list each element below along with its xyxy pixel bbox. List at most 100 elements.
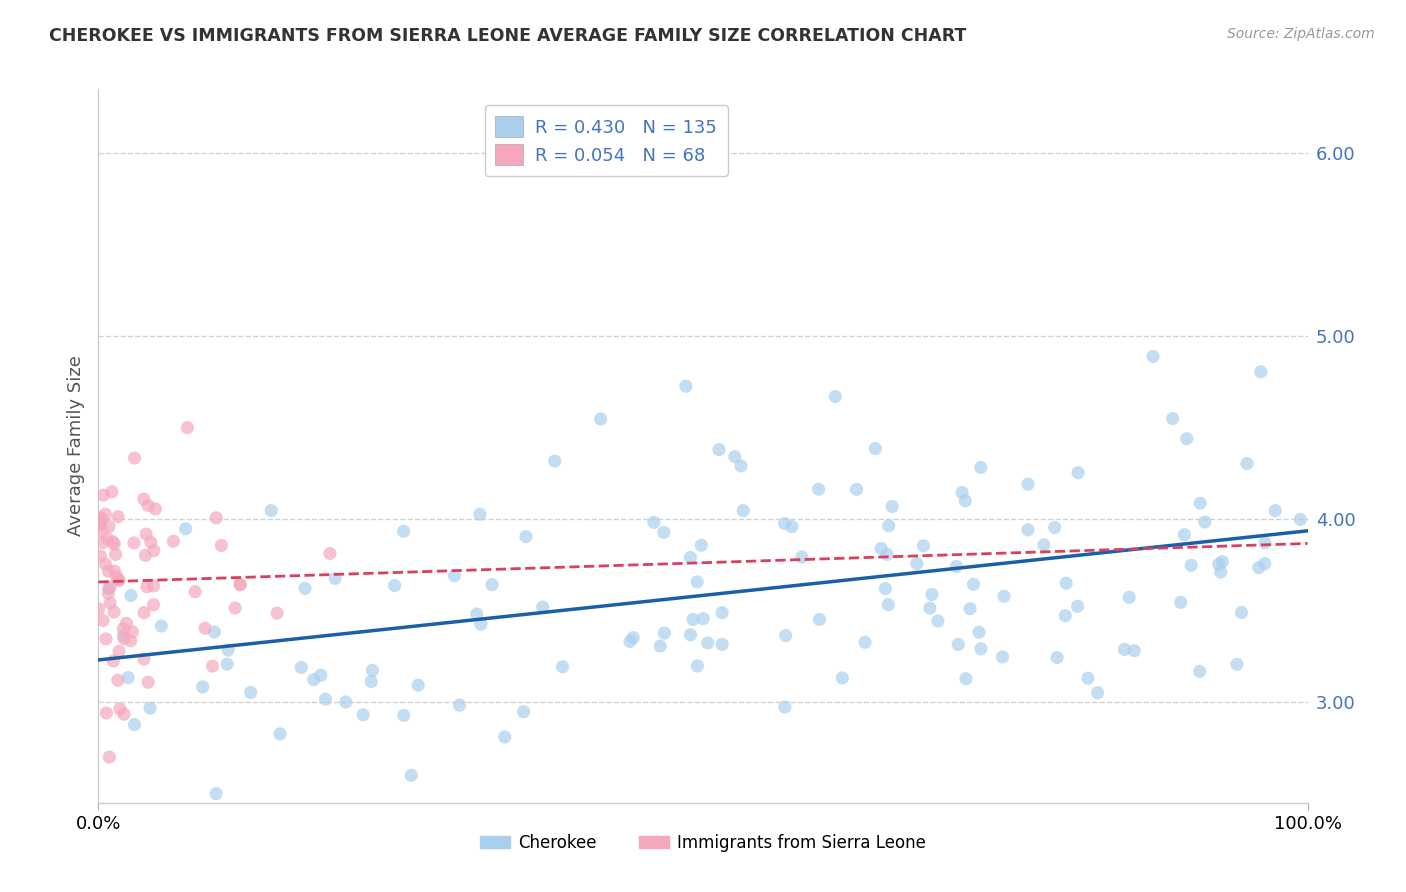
Point — [1289, 512, 1312, 526]
Point — [551, 659, 574, 673]
Point — [468, 508, 491, 522]
Point — [335, 695, 357, 709]
Point — [98, 750, 121, 764]
Point — [686, 574, 709, 589]
Point — [515, 530, 537, 544]
Point — [89, 516, 111, 531]
Point — [621, 631, 644, 645]
Point — [142, 598, 165, 612]
Point — [494, 730, 516, 744]
Point — [162, 534, 184, 549]
Point — [589, 412, 612, 426]
Point — [134, 549, 156, 563]
Point — [117, 671, 139, 685]
Point — [132, 606, 155, 620]
Point — [87, 601, 110, 615]
Point — [882, 500, 904, 514]
Point — [686, 659, 709, 673]
Point — [955, 493, 977, 508]
Point — [139, 701, 162, 715]
Point — [384, 578, 406, 592]
Point — [1161, 411, 1184, 425]
Point — [711, 637, 734, 651]
Point — [967, 625, 990, 640]
Point — [98, 580, 121, 594]
Point — [1264, 503, 1286, 517]
Point — [352, 707, 374, 722]
Point — [89, 549, 111, 563]
Point — [1067, 466, 1090, 480]
Point — [875, 582, 897, 596]
Point — [773, 516, 796, 531]
Point — [1254, 536, 1277, 550]
Point — [136, 499, 159, 513]
Point — [294, 582, 316, 596]
Point — [108, 702, 131, 716]
Point — [1054, 576, 1077, 591]
Point — [94, 507, 117, 521]
Point — [1043, 520, 1066, 534]
Point — [136, 675, 159, 690]
Point — [98, 519, 121, 533]
Point — [512, 705, 534, 719]
Point — [619, 634, 641, 648]
Point — [135, 527, 157, 541]
Point — [91, 535, 114, 549]
Point — [876, 547, 898, 561]
Point — [1114, 642, 1136, 657]
Point — [790, 549, 813, 564]
Point — [112, 632, 135, 646]
Point — [993, 590, 1015, 604]
Point — [201, 659, 224, 673]
Point — [1226, 657, 1249, 672]
Point — [1054, 608, 1077, 623]
Point — [97, 582, 120, 596]
Point — [1175, 432, 1198, 446]
Point — [124, 451, 146, 466]
Point — [105, 570, 128, 584]
Point — [877, 598, 900, 612]
Point — [217, 643, 239, 657]
Point — [135, 580, 157, 594]
Point — [107, 573, 129, 587]
Point — [392, 708, 415, 723]
Point — [101, 484, 124, 499]
Point — [97, 564, 120, 578]
Point — [470, 617, 492, 632]
Point — [120, 589, 142, 603]
Point — [1087, 686, 1109, 700]
Point — [104, 548, 127, 562]
Point — [97, 586, 120, 600]
Point — [921, 587, 943, 601]
Point — [323, 571, 346, 585]
Point — [1118, 591, 1140, 605]
Point — [142, 579, 165, 593]
Point — [361, 664, 384, 678]
Point — [96, 706, 118, 720]
Point — [1247, 560, 1270, 574]
Point — [205, 511, 228, 525]
Point — [845, 483, 868, 497]
Point — [775, 628, 797, 642]
Point — [96, 532, 118, 546]
Point — [1194, 515, 1216, 529]
Point — [733, 503, 755, 517]
Point — [112, 629, 135, 643]
Point — [692, 611, 714, 625]
Point — [1230, 606, 1253, 620]
Point — [392, 524, 415, 539]
Point — [905, 557, 928, 571]
Point — [93, 488, 115, 502]
Point — [90, 512, 112, 526]
Point — [707, 442, 730, 457]
Text: Source: ZipAtlas.com: Source: ZipAtlas.com — [1227, 27, 1375, 41]
Point — [927, 614, 949, 628]
Point — [481, 577, 503, 591]
Point — [174, 522, 197, 536]
Point — [1046, 650, 1069, 665]
Point — [1250, 365, 1272, 379]
Point — [112, 707, 135, 722]
Point — [142, 543, 165, 558]
Point — [132, 652, 155, 666]
Point — [1017, 523, 1039, 537]
